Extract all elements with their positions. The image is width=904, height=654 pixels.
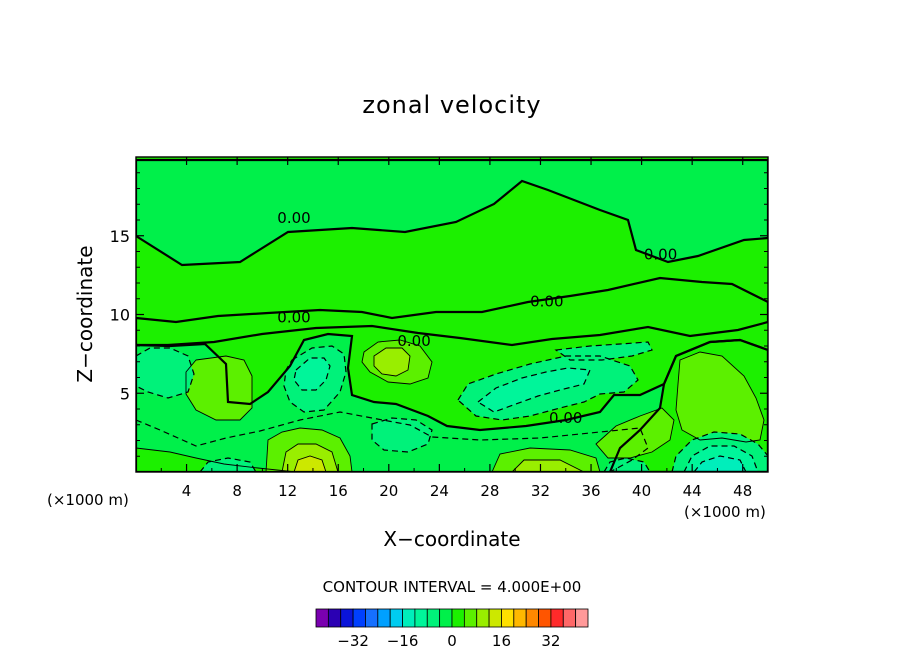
contour-line-min-x46-z1-mid bbox=[683, 445, 759, 472]
zero-contour-label: 0.00 bbox=[397, 332, 430, 350]
contour-line-cell-x14-z6 bbox=[283, 345, 347, 413]
contour-line-min-x20-z2 bbox=[371, 417, 433, 453]
x-tick-label: 36 bbox=[581, 482, 600, 500]
colorbar-swatch bbox=[575, 608, 589, 628]
x-tick-label: 48 bbox=[733, 482, 752, 500]
contour-region-cell-x14-z6-core bbox=[294, 358, 330, 390]
zero-contour-label: 0.00 bbox=[277, 209, 310, 227]
x-tick-label: 44 bbox=[683, 482, 702, 500]
colorbar-swatch bbox=[340, 608, 354, 628]
colorbar-tick-label: 32 bbox=[541, 632, 560, 650]
contour-line-jet-x30-z5 bbox=[457, 355, 639, 421]
y-tick-label: 15 bbox=[110, 227, 130, 246]
x-axis-label: X−coordinate bbox=[383, 527, 520, 551]
contour-line-max-x38-z2 bbox=[595, 407, 675, 459]
contour-line-max-x20-z7 bbox=[361, 339, 433, 385]
contour-region-min-x20-z2 bbox=[372, 418, 432, 452]
y-axis-label: Z−coordinate bbox=[73, 245, 97, 382]
x-tick-label: 24 bbox=[430, 482, 449, 500]
contour-fill-layer bbox=[136, 157, 768, 472]
zero-contour-label: 0.00 bbox=[530, 293, 563, 311]
contour-line-band-z10 bbox=[136, 276, 768, 347]
colorbar-swatch bbox=[463, 608, 478, 628]
colorbar: −32 −16 0 16 32 bbox=[315, 608, 589, 650]
colorbar-swatch bbox=[550, 608, 564, 628]
colorbar-swatch bbox=[365, 608, 379, 628]
contour-line-bottom-x14-core bbox=[293, 455, 327, 472]
x-tick-label: 4 bbox=[182, 482, 192, 500]
contour-region-bottom-left bbox=[136, 448, 296, 472]
contour-region-upper-layer bbox=[136, 160, 768, 265]
contour-line-bottom-x5 bbox=[199, 457, 257, 472]
colorbar-swatch bbox=[525, 608, 539, 628]
colorbar-swatch bbox=[439, 608, 453, 628]
colorbar-swatch bbox=[352, 608, 366, 628]
colorbar-swatch bbox=[476, 608, 490, 628]
contour-line-band-x36-z7 bbox=[554, 341, 653, 361]
contour-region-max-x20-z7-core bbox=[374, 348, 410, 376]
colorbar-tick-label: −32 bbox=[337, 632, 369, 650]
contour-line-min-x46-z1-core bbox=[693, 455, 747, 472]
colorbar-swatch bbox=[513, 608, 527, 628]
x-tick-label: 40 bbox=[632, 482, 651, 500]
zero-contour-label: 0.00 bbox=[277, 308, 310, 326]
contour-line-bottom-x14 bbox=[265, 427, 353, 472]
colorbar-swatch bbox=[377, 608, 391, 628]
x-tick-label: 28 bbox=[480, 482, 499, 500]
x-tick-label: 12 bbox=[278, 482, 297, 500]
x-tick-label: 8 bbox=[232, 482, 242, 500]
x-unit-left: (×1000 m) bbox=[47, 491, 129, 509]
colorbar-tick-label: 16 bbox=[492, 632, 511, 650]
contour-line-layer bbox=[136, 158, 768, 472]
colorbar-swatch bbox=[488, 608, 502, 628]
contour-line-bottom-left bbox=[136, 447, 297, 472]
zero-contour-label: 0.00 bbox=[644, 245, 677, 263]
contour-region-cell-x2-z6 bbox=[136, 348, 194, 398]
contour-line-min-x46-z1 bbox=[671, 431, 768, 472]
colorbar-tick-label: 0 bbox=[447, 632, 457, 650]
x-unit-right: (×1000 m) bbox=[684, 503, 766, 521]
contour-line-bottom-x32-core bbox=[511, 459, 585, 472]
contour-line-bottom-x32 bbox=[491, 447, 601, 472]
contour-region-patch-x4-z6 bbox=[186, 356, 252, 420]
x-tick-label: 16 bbox=[329, 482, 348, 500]
colorbar-swatch bbox=[414, 608, 428, 628]
colorbar-swatch bbox=[562, 608, 577, 628]
colorbar-swatch bbox=[315, 608, 329, 628]
colorbar-swatch bbox=[426, 608, 441, 628]
chart-title: zonal velocity bbox=[362, 91, 541, 119]
colorbar-swatch bbox=[538, 608, 552, 628]
colorbar-swatch bbox=[389, 608, 403, 628]
contour-region-max-x38-z2 bbox=[596, 408, 674, 458]
contour-region-bottom-x14-core bbox=[294, 456, 326, 472]
contour-line-right-lower bbox=[608, 338, 768, 472]
colorbar-swatch bbox=[501, 608, 515, 628]
colorbar-swatch bbox=[451, 608, 465, 628]
contour-region-jet-x30-z5-core bbox=[478, 368, 590, 412]
contour-interval-text: CONTOUR INTERVAL = 4.000E+00 bbox=[323, 578, 582, 596]
zero-contour-label: 0.00 bbox=[549, 409, 582, 427]
contour-line-cell-x14-z6-core bbox=[293, 357, 331, 391]
y-tick-label: 5 bbox=[120, 384, 130, 403]
contour-line-bottom-x14-mid bbox=[281, 443, 339, 472]
y-tick-label: 10 bbox=[110, 306, 130, 325]
contour-line-cell-x2-z6 bbox=[136, 347, 195, 399]
contour-region-band-z10 bbox=[136, 278, 768, 345]
contour-line-upper-layer bbox=[136, 158, 768, 267]
x-tick-label: 20 bbox=[379, 482, 398, 500]
x-tick-label: 32 bbox=[531, 482, 550, 500]
contour-region-min-x46-z1-core bbox=[694, 456, 746, 472]
contour-line-max-x20-z7-core bbox=[373, 347, 411, 377]
contour-line-patch-x4-z6 bbox=[185, 355, 253, 421]
colorbar-swatch bbox=[327, 608, 342, 628]
colorbar-tick-label: −16 bbox=[387, 632, 419, 650]
zero-contour-labels: 0.00 0.00 0.00 0.00 0.00 0.00 bbox=[277, 209, 677, 427]
colorbar-swatch bbox=[402, 608, 416, 628]
